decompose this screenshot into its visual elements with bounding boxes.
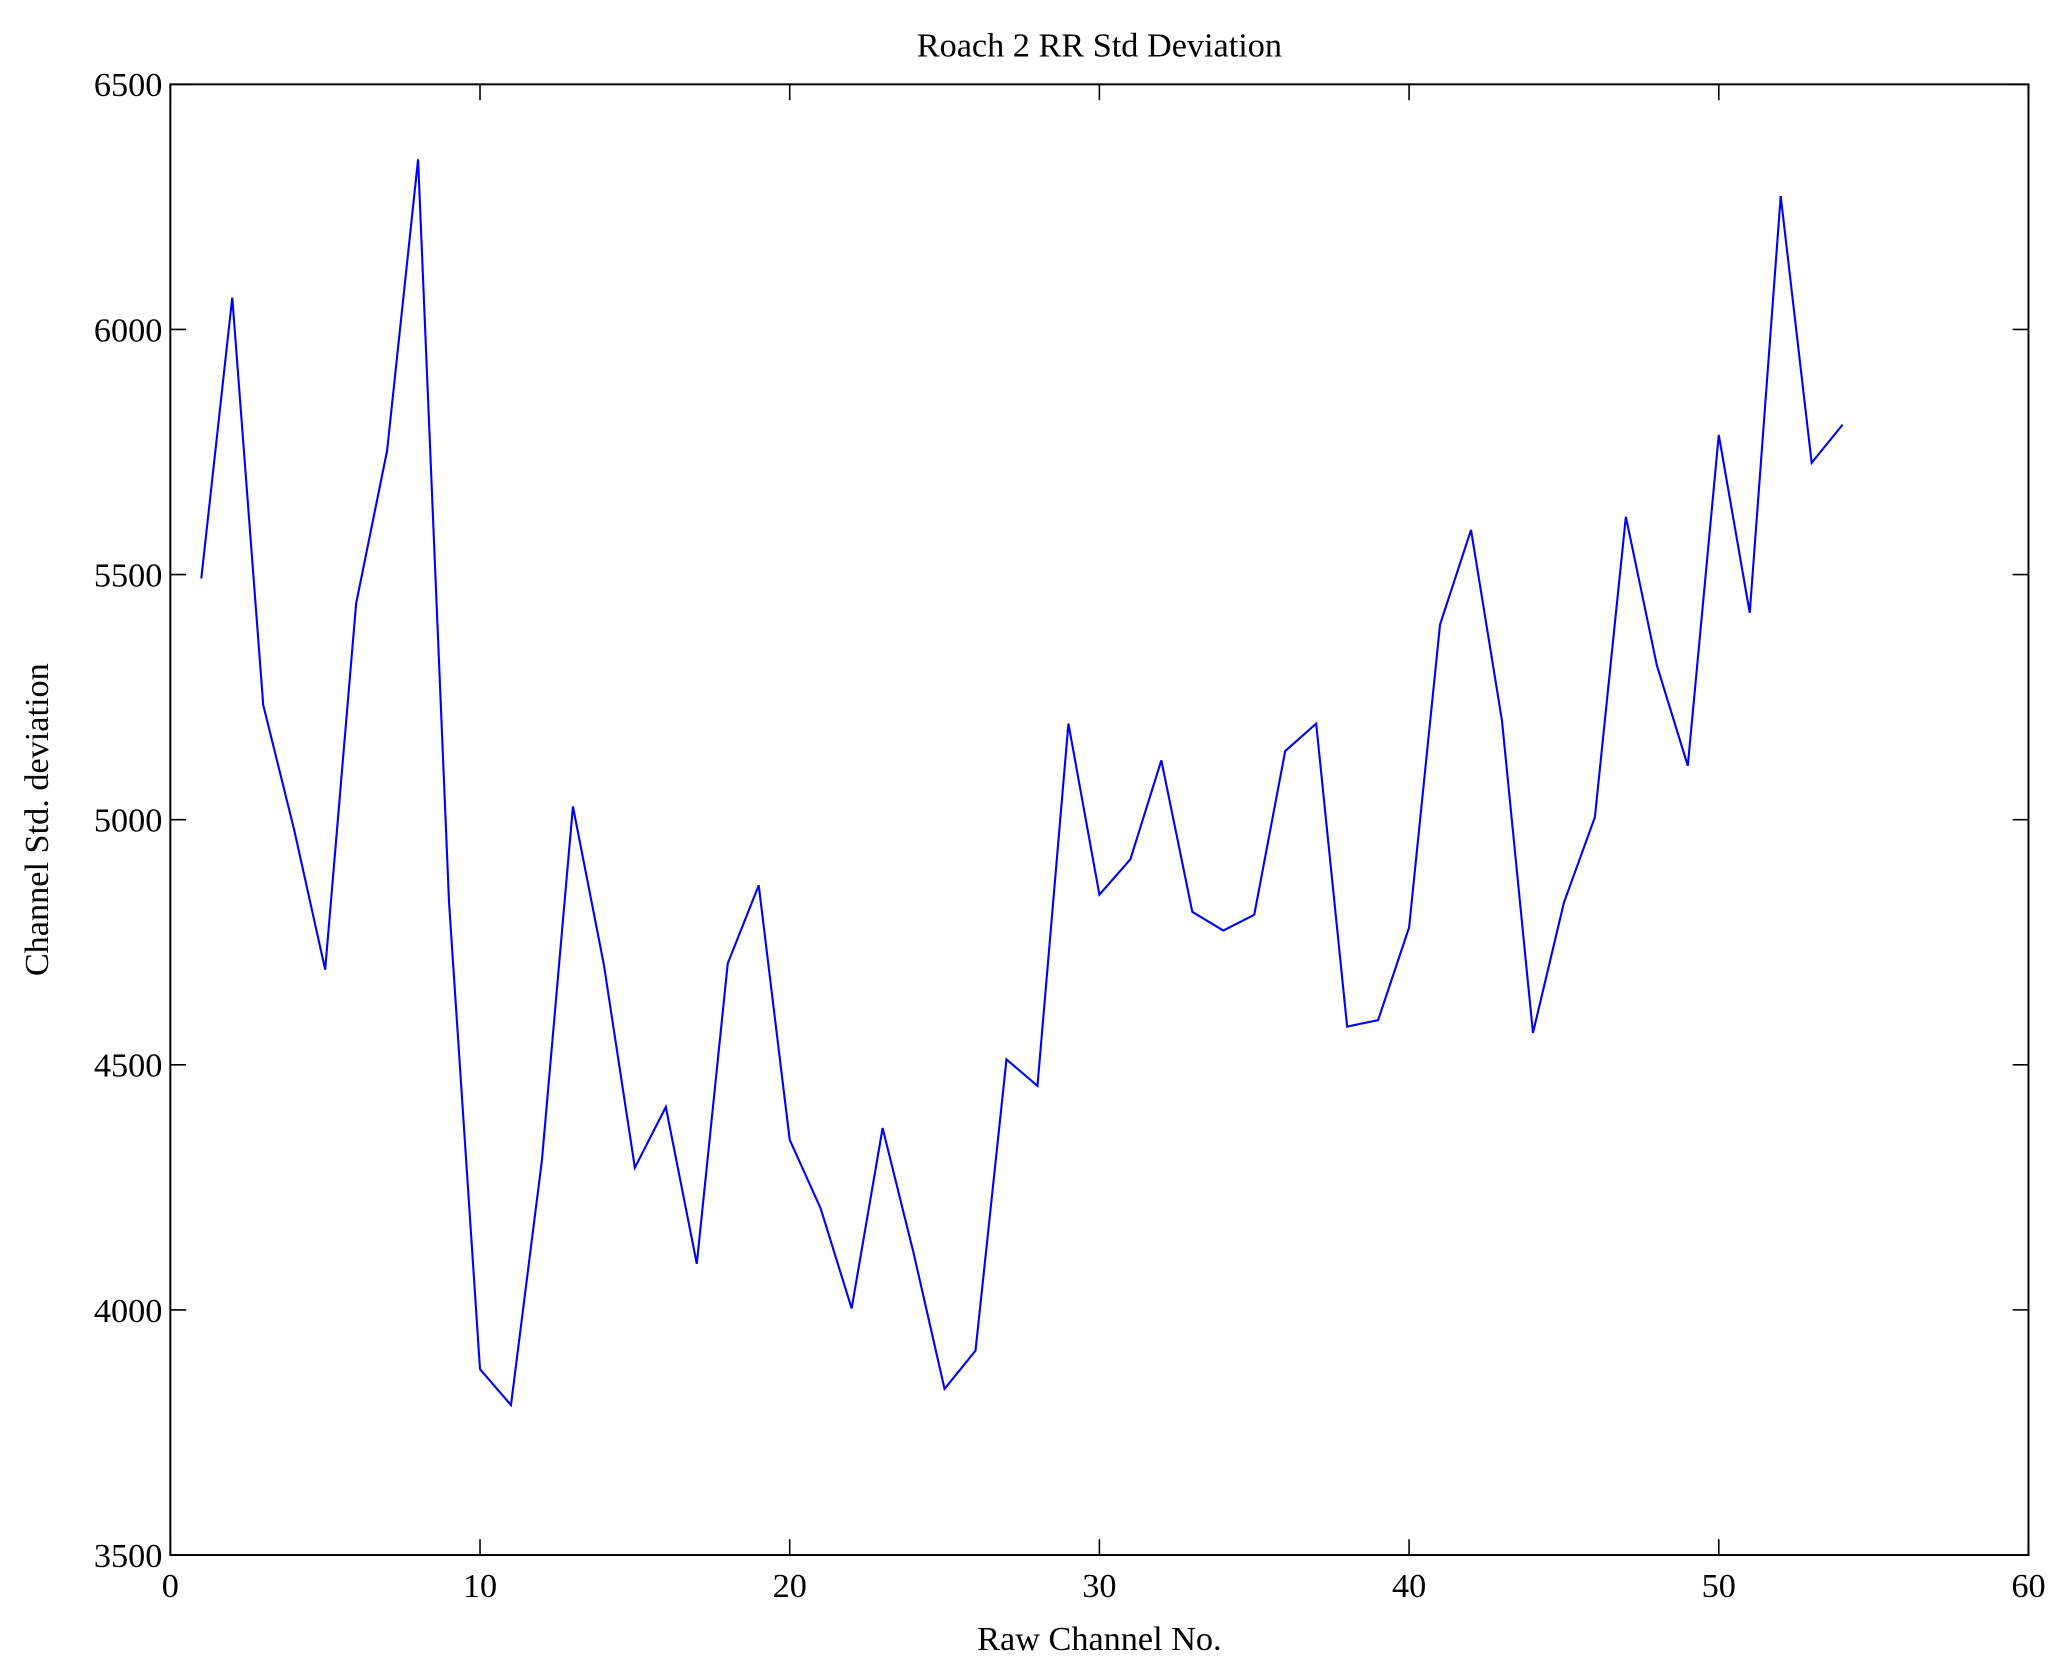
- series-line-std: [200, 159, 1844, 1408]
- x-tick-label: 10: [463, 1567, 497, 1605]
- x-tick-label: 60: [2011, 1567, 2045, 1605]
- y-tick-label: 3500: [94, 1537, 162, 1575]
- plot-area-frame: [169, 83, 2030, 1557]
- x-axis-label: Raw Channel No.: [977, 1620, 1221, 1658]
- y-tick-label: 4000: [94, 1292, 162, 1330]
- y-tick-label: 5000: [94, 802, 162, 840]
- x-tick-label: 30: [1082, 1567, 1116, 1605]
- y-axis-label: Channel Std. deviation: [18, 663, 56, 976]
- y-tick-label: 4500: [94, 1047, 162, 1085]
- y-tick-label: 6500: [94, 66, 162, 104]
- x-tick-label: 50: [1702, 1567, 1736, 1605]
- x-tick-label: 40: [1392, 1567, 1426, 1605]
- x-tick-label: 0: [162, 1567, 179, 1605]
- x-tick-label: 20: [773, 1567, 807, 1605]
- y-tick-label: 6000: [94, 311, 162, 349]
- chart-title: Roach 2 RR Std Deviation: [917, 27, 1282, 65]
- y-tick-label: 5500: [94, 556, 162, 594]
